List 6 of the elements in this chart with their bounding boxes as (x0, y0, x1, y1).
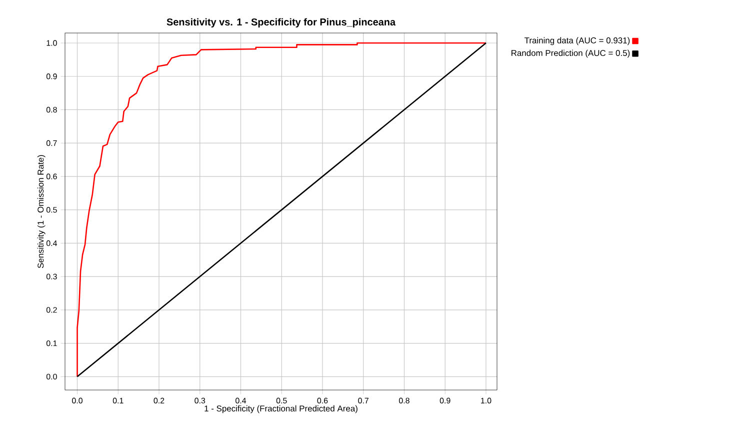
legend-label: Random Prediction (AUC = 0.5) (512, 50, 630, 58)
chart-title: Sensitivity vs. 1 - Specificity for Pinus_pinceana (166, 18, 396, 28)
legend-label: Training data (AUC = 0.931) (524, 37, 630, 46)
x-axis-title: 1 - Specificity (Fractional Predicted Area) (204, 405, 358, 414)
y-axis-title: Sensitivity (1 - Omission Rate) (37, 155, 46, 268)
line-series (76, 42, 487, 378)
